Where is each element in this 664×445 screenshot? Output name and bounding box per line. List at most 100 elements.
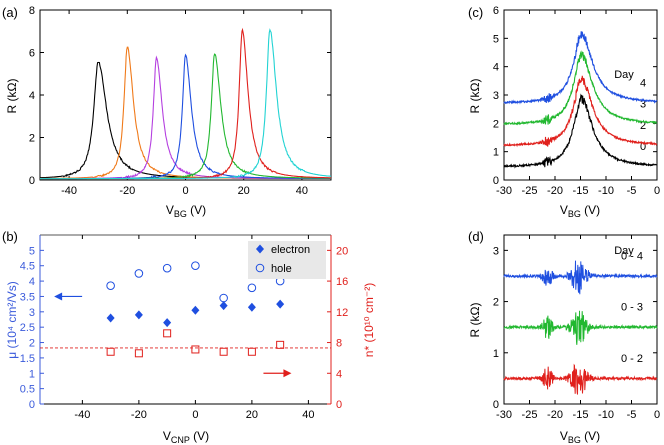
legend-title: Day [614, 245, 634, 257]
x-tick-label: -15 [573, 185, 589, 197]
legend-hole-marker [255, 263, 265, 273]
series-line-day-2 [503, 75, 658, 148]
x-tick-label: -40 [74, 409, 90, 421]
y-tick-label: 4 [29, 90, 35, 102]
series-label-day-4: 4 [640, 77, 646, 89]
series-line-0-4 [503, 260, 658, 295]
hole-point [134, 269, 144, 278]
y-tick-label: 0 [493, 399, 499, 411]
hole-point [191, 261, 200, 271]
y-tick-label: 5 [29, 245, 35, 257]
x-tick-label: -10 [598, 185, 614, 197]
y-tick-label: 4 [29, 276, 35, 288]
series-label-day-0: 0 [640, 141, 646, 153]
panel-label-a: (a) [2, 5, 18, 20]
series-label-0-2: 0 - 2 [621, 353, 643, 365]
panel-label-d: (d) [468, 229, 484, 244]
x-tick-label: 0 [654, 185, 660, 197]
y-tick-label: 3 [493, 90, 499, 102]
x-tick-label: -25 [522, 185, 538, 197]
series-line-green [40, 53, 331, 180]
legend-hole-label: hole [271, 263, 292, 275]
y-tick-label: 6 [493, 5, 499, 17]
panel-a-plot: -40 -20 0 20 40 0 2 4 6 8 VBG (V) R (kΩ) [5, 5, 332, 219]
series-line-0-2 [503, 363, 658, 395]
series-line-orange [40, 46, 331, 180]
y-tick-label: 0.5 [20, 384, 35, 396]
x-axis-label: VBG (V) [560, 429, 600, 445]
y-tick-label: 2 [493, 297, 499, 309]
y-tick-label: 2.5 [20, 322, 35, 334]
right-axis-arrowhead [283, 369, 292, 378]
series-line-black [40, 61, 331, 180]
x-tick-label: -40 [61, 185, 77, 197]
series-label-0-3: 0 - 3 [621, 302, 643, 314]
y-right-tick-label: 8 [336, 338, 342, 350]
y-tick-label: 4 [493, 62, 499, 74]
x-tick-label: -20 [119, 185, 135, 197]
legend-electron-marker [256, 244, 264, 254]
x-tick-label: -5 [627, 185, 637, 197]
y-tick-label: 0 [493, 175, 499, 187]
y-right-tick-label: 0 [336, 399, 342, 411]
y-axis-label-left: μ (10⁴ cm²/Vs) [5, 281, 19, 358]
y-tick-label: 5 [493, 33, 499, 45]
x-tick-label: 40 [296, 185, 308, 197]
y-tick-label: 3.5 [20, 291, 35, 303]
y-tick-label: 3 [29, 307, 35, 319]
electron-point [134, 310, 143, 320]
y-tick-label: 2 [29, 338, 35, 350]
hole-point [162, 263, 172, 273]
x-axis-label: VCNP (V) [163, 429, 209, 445]
hole-point [106, 281, 115, 291]
series-label-0-4: 0 - 4 [621, 250, 643, 262]
x-tick-label: -20 [547, 185, 563, 197]
y-tick-label: 1.5 [20, 353, 35, 365]
y-tick-label: 1 [493, 147, 499, 159]
y-tick-label: 3 [493, 245, 499, 257]
series-line-0-3 [503, 310, 658, 345]
series-label-day-2: 2 [640, 120, 646, 132]
x-tick-label: -20 [547, 409, 563, 421]
x-tick-label: 20 [246, 409, 258, 421]
left-axis-arrowhead [54, 292, 63, 301]
series-line-red [40, 27, 331, 180]
electron-point [219, 301, 228, 311]
nstar-point [191, 345, 200, 354]
x-tick-label: -15 [573, 409, 589, 421]
legend-title: Day [614, 69, 634, 81]
y-axis-label-right: n* (10¹⁰ cm⁻²) [362, 283, 376, 357]
y-right-tick-label: 16 [336, 276, 348, 288]
x-tick-label: -25 [522, 409, 538, 421]
y-tick-label: 4.5 [20, 261, 35, 273]
x-tick-label: -30 [496, 409, 512, 421]
electron-point [247, 302, 256, 312]
x-tick-label: 0 [182, 185, 188, 197]
electron-point [106, 313, 115, 323]
y-axis-label: R (kΩ) [468, 79, 482, 114]
series-line-cyan [40, 28, 332, 180]
y-right-tick-label: 12 [336, 307, 348, 319]
series-line-blue [40, 53, 331, 180]
y-tick-label: 1 [493, 348, 499, 360]
x-tick-label: -5 [627, 409, 637, 421]
hole-point [247, 283, 257, 293]
legend-electron-label: electron [271, 244, 310, 256]
series-label-day-3: 3 [640, 99, 646, 111]
series-line-day-3 [503, 50, 658, 126]
nstar-point [134, 349, 143, 358]
x-tick-label: -10 [598, 409, 614, 421]
y-tick-label: 2 [493, 118, 499, 130]
x-tick-label: 0 [654, 409, 660, 421]
hole-point [219, 293, 228, 303]
electron-point [276, 299, 285, 309]
panel-b-plot: -40 -20 0 20 40 0 0.5 1 1.5 2 2.5 3 3.5 4 4.5 5 0 4 8 12 16 2… [5, 234, 376, 445]
y-tick-label: 0 [29, 175, 35, 187]
x-tick-label: 40 [302, 409, 314, 421]
y-axis-label: R (kΩ) [468, 303, 482, 338]
x-tick-label: 0 [192, 409, 198, 421]
nstar-point [276, 340, 285, 349]
y-tick-label: 0 [29, 399, 35, 411]
